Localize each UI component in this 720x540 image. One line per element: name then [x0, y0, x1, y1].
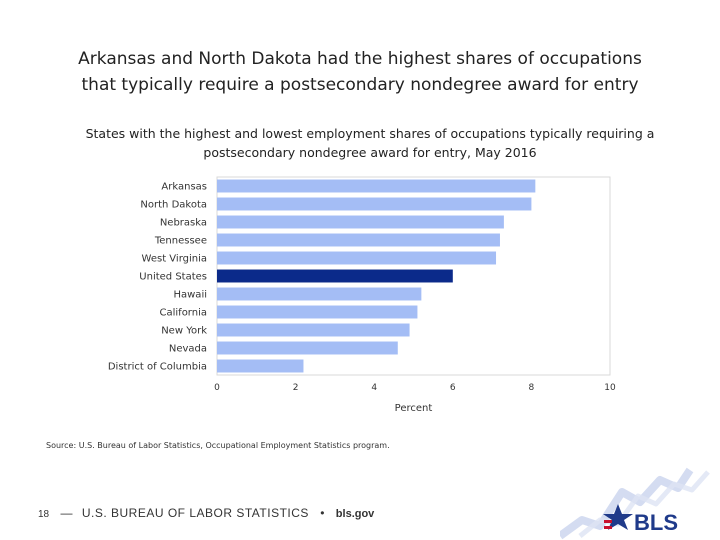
- category-label: West Virginia: [142, 254, 207, 265]
- agency-name: U.S. BUREAU OF LABOR STATISTICS: [81, 506, 309, 520]
- bar-hawaii: [217, 287, 422, 301]
- category-label: California: [160, 308, 208, 319]
- x-tick-label: 0: [214, 383, 220, 393]
- source-note: Source: U.S. Bureau of Labor Statistics,…: [46, 441, 390, 450]
- chart-title-line-2: postsecondary nondegree award for entry,…: [203, 145, 537, 160]
- category-label: Hawaii: [173, 290, 207, 301]
- bar-nevada: [217, 341, 398, 355]
- footer-dash: —: [60, 506, 73, 520]
- category-label: Tennessee: [154, 236, 207, 247]
- logo-text: BLS: [634, 510, 678, 535]
- footer: 18 — U.S. BUREAU OF LABOR STATISTICS • b…: [38, 506, 374, 520]
- chart-title-line-1: States with the highest and lowest emplo…: [85, 126, 655, 141]
- bar-california: [217, 305, 418, 319]
- logo-star-icon: [603, 504, 633, 530]
- footer-separator: •: [320, 506, 325, 520]
- bar-united-states: [217, 269, 453, 283]
- x-tick-label: 4: [371, 383, 377, 393]
- page-title: Arkansas and North Dakota had the highes…: [20, 46, 700, 98]
- category-label: Nebraska: [160, 218, 207, 229]
- bar-tennessee: [217, 233, 500, 247]
- category-label: North Dakota: [140, 200, 207, 211]
- bar-chart: Arkansas North Dakota Nebraska Tennessee Wes…: [108, 176, 616, 414]
- page-title-line-2: that typically require a postsecondary n…: [81, 75, 639, 95]
- bar-arkansas: [217, 179, 536, 193]
- x-tick-label: 6: [450, 383, 456, 393]
- category-label: Nevada: [169, 344, 207, 355]
- category-label: District of Columbia: [108, 362, 207, 373]
- bar-district-of-columbia: [217, 359, 304, 373]
- x-tick-label: 8: [529, 383, 535, 393]
- x-tick-label: 2: [293, 383, 299, 393]
- category-label: United States: [139, 272, 207, 283]
- category-label: New York: [161, 326, 207, 337]
- website-link[interactable]: bls.gov: [335, 508, 375, 520]
- logo-trend-line-inner: [578, 470, 710, 538]
- page-title-line-1: Arkansas and North Dakota had the highes…: [78, 49, 642, 69]
- category-label: Arkansas: [161, 182, 207, 193]
- bar-nebraska: [217, 215, 504, 229]
- bar-new-york: [217, 323, 410, 337]
- chart-title: States with the highest and lowest emplo…: [40, 124, 700, 162]
- bar-north-dakota: [217, 197, 532, 211]
- bls-logo-icon: BLS: [560, 467, 710, 540]
- x-axis-label: Percent: [395, 403, 433, 414]
- page-number: 18: [38, 509, 50, 520]
- x-tick-label: 10: [604, 383, 616, 393]
- bar-west-virginia: [217, 251, 497, 265]
